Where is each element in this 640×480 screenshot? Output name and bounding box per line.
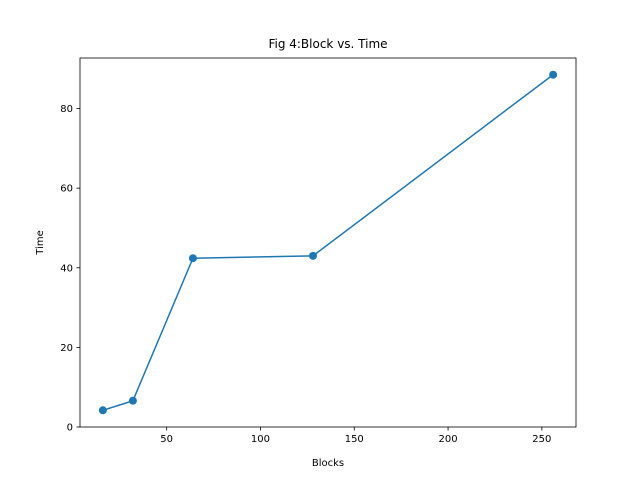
plot-frame [79,57,577,428]
y-axis-ticks: 0 20 40 60 80 [60,104,80,434]
x-axis-label: Blocks [312,458,344,469]
y-axis-label: Time [35,230,46,255]
data-point [98,406,107,415]
y-tick-label: 40 [60,263,73,274]
data-point [128,396,137,405]
data-point [188,254,197,263]
x-tick-label: 50 [160,434,173,445]
chart-title: Fig 4:Block vs. Time [268,37,387,51]
y-tick-label: 60 [60,184,73,195]
x-tick-label: 100 [251,434,270,445]
y-tick-label: 0 [67,423,73,434]
x-axis-ticks: 50 100 150 200 250 [160,427,551,445]
y-tick-label: 20 [60,343,73,354]
plot-layer [98,70,558,415]
y-tick-label: 80 [60,104,73,115]
x-tick-label: 150 [345,434,364,445]
data-point [308,251,317,260]
x-tick-label: 200 [439,434,458,445]
x-tick-label: 250 [532,434,551,445]
data-point [549,70,558,79]
